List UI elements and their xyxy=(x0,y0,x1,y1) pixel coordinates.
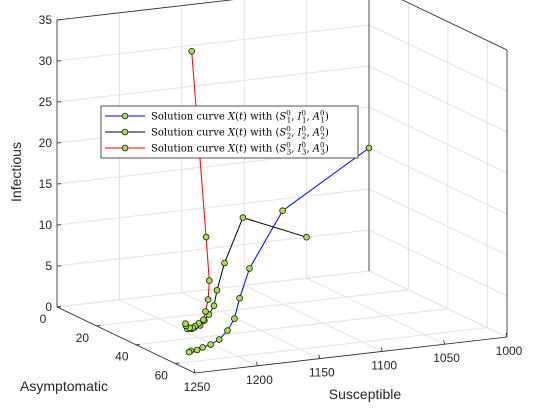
data-point xyxy=(182,320,189,328)
x-axis-line xyxy=(194,336,508,374)
x-tick-label: 1000 xyxy=(496,344,523,358)
data-point xyxy=(193,346,201,354)
series-1 xyxy=(185,144,373,356)
z-tick-label: 15 xyxy=(39,177,53,191)
y-axis-line xyxy=(56,306,196,374)
z-tick-label: 5 xyxy=(45,259,52,273)
y-tick-mark xyxy=(96,324,101,327)
legend-marker xyxy=(121,144,129,152)
x-tick-label: 1200 xyxy=(246,373,273,387)
z-tick-label: 25 xyxy=(39,95,53,109)
legend: Solution curve X(t) with (S0 1, I0 1, A0 1)… xyxy=(100,105,359,159)
x-tick-mark xyxy=(505,332,508,338)
z-tick-label: 0 xyxy=(45,300,52,314)
x-tick-mark xyxy=(318,354,321,359)
data-point xyxy=(231,315,238,323)
x-tick-mark xyxy=(443,340,445,345)
floor-grid-line-x xyxy=(119,299,258,367)
x-tick-mark xyxy=(193,368,196,374)
series-2 xyxy=(184,214,310,333)
side-wall-grid-line-z xyxy=(368,106,508,174)
floor-grid-line-y xyxy=(96,289,409,327)
floor-grid-line-y xyxy=(175,327,488,365)
series-group xyxy=(182,47,373,356)
top-back-edge xyxy=(56,0,234,21)
data-point xyxy=(215,336,223,343)
z-tick-label: 30 xyxy=(39,54,53,68)
back-wall-grid-line-z xyxy=(56,188,370,226)
z-tick-label: 10 xyxy=(39,218,53,232)
y-tick-label: 60 xyxy=(155,369,169,383)
z-axis-label: Infectious xyxy=(8,142,24,202)
x-axis-label: Susceptible xyxy=(329,386,402,402)
floor-grid-line-y xyxy=(135,308,448,346)
data-point xyxy=(188,47,196,55)
axes-box xyxy=(56,0,508,374)
y-tick-label: 40 xyxy=(115,350,129,364)
back-wall-grid-line-z xyxy=(56,65,370,103)
data-point xyxy=(224,327,231,334)
data-point xyxy=(239,214,247,221)
back-wall-grid-line-z xyxy=(56,229,370,267)
data-point xyxy=(365,144,373,152)
series-3 xyxy=(182,47,213,332)
x-tick-label: 1050 xyxy=(433,351,460,365)
side-wall-grid-line-z xyxy=(368,147,508,215)
data-point xyxy=(210,302,218,310)
legend-label: Solution curve X(t) with (S0 1, I0 1, A0 1) xyxy=(151,110,329,125)
side-wall-grid-line-z xyxy=(368,65,508,133)
data-point xyxy=(303,233,310,241)
x-tick-label: 1150 xyxy=(309,366,335,380)
y-tick-label: 20 xyxy=(76,331,90,345)
legend-marker xyxy=(121,128,129,136)
back-wall-grid-line-z xyxy=(56,24,370,62)
x-tick-mark xyxy=(256,361,258,366)
data-point xyxy=(221,259,228,267)
z-tick-label: 20 xyxy=(39,136,53,150)
floor-grid-line-x xyxy=(306,277,445,345)
floor-grid-line-x xyxy=(181,292,321,360)
y-tick-mark xyxy=(135,343,140,346)
series-line xyxy=(185,51,210,329)
legend-marker xyxy=(121,112,129,120)
tick-labels: 0 5 10 15 20 25 30 35 0 20 40 60 1000 1050 1100 1150 120… xyxy=(39,13,523,394)
data-point xyxy=(206,277,213,284)
y-axis-label: Asymptomatic xyxy=(20,378,108,394)
side-wall-grid-line-z xyxy=(368,270,508,338)
x-tick-label: 1250 xyxy=(184,380,211,394)
data-point xyxy=(202,308,209,315)
data-point xyxy=(279,207,286,215)
legend-label: Solution curve X(t) with (S0 3, I0 3, A0 3) xyxy=(151,142,329,157)
z-tick-label: 35 xyxy=(39,13,53,27)
data-point xyxy=(246,265,253,272)
side-wall-grid-line-z xyxy=(368,229,508,297)
top-right-edge xyxy=(401,0,508,51)
side-wall-grid-line-z xyxy=(401,0,508,51)
data-point xyxy=(185,348,193,356)
legend-label: Solution curve X(t) with (S0 2, I0 2, A0 2) xyxy=(151,126,329,141)
data-point xyxy=(200,316,207,324)
data-point xyxy=(236,294,243,302)
data-point xyxy=(202,233,210,241)
data-point xyxy=(199,344,206,351)
y-tick-mark xyxy=(56,306,62,308)
y-tick-mark xyxy=(175,362,180,364)
x-tick-mark xyxy=(380,347,383,352)
side-wall-grid-line-z xyxy=(368,188,508,256)
data-point xyxy=(213,286,221,294)
x-tick-label: 1100 xyxy=(371,358,397,372)
side-wall-grid-line-z xyxy=(368,24,508,92)
floor-grid-line-x xyxy=(243,284,383,352)
data-point xyxy=(207,341,214,348)
grid xyxy=(56,0,508,374)
data-point xyxy=(204,296,212,303)
back-wall-grid-line-z xyxy=(56,0,235,21)
series-line xyxy=(188,147,370,353)
back-wall-grid-line-z xyxy=(56,270,370,308)
y-tick-label: 0 xyxy=(40,312,47,326)
